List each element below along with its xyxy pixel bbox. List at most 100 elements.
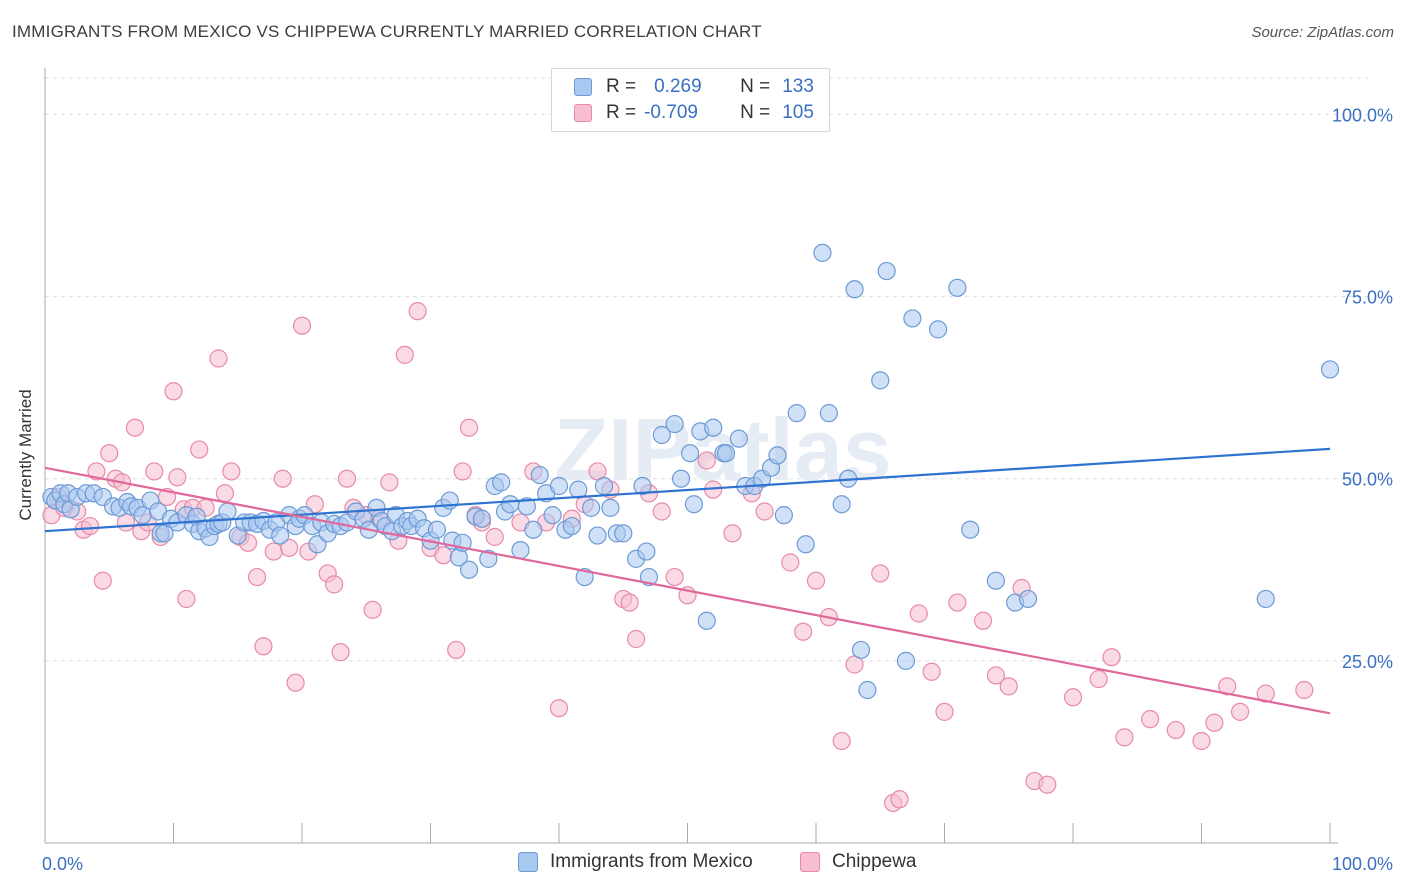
- chippewa-point: [999, 677, 1018, 696]
- chippewa-point: [222, 462, 241, 481]
- chippewa-point: [209, 349, 228, 368]
- mexico-point: [1018, 589, 1038, 609]
- mexico-point: [986, 571, 1006, 590]
- mexico-point: [271, 526, 290, 545]
- chippewa-point: [871, 564, 890, 583]
- chippewa-point: [665, 567, 684, 587]
- chippewa-point: [1205, 713, 1224, 732]
- legend-row-mexico: R = 0.269 N = 133: [574, 75, 814, 99]
- chippewa-point: [247, 567, 267, 587]
- mexico-point: [637, 542, 656, 561]
- mexico-point: [665, 414, 684, 434]
- chippewa-point: [145, 462, 164, 481]
- series-swatch-chippewa: [800, 852, 820, 872]
- series-legend-mexico: Immigrants from Mexico: [518, 851, 753, 873]
- mexico-point: [492, 473, 511, 492]
- chippewa-point: [1192, 731, 1211, 751]
- mexico-point: [851, 640, 871, 660]
- mexico-point: [511, 541, 530, 560]
- mexico-point: [671, 469, 691, 488]
- chippewa-point: [909, 604, 928, 623]
- chippewa-point: [549, 699, 569, 718]
- mexico-point: [845, 280, 864, 299]
- x-tick-label: 100.0%: [1332, 854, 1393, 874]
- chippewa-point: [273, 469, 292, 488]
- chippewa-point: [434, 546, 453, 565]
- chippewa-point: [408, 302, 427, 321]
- legend-n-label: N =: [740, 102, 771, 123]
- mexico-point: [569, 480, 588, 499]
- chippewa-point: [794, 622, 813, 641]
- chippewa-point: [697, 451, 716, 470]
- chippewa-point: [781, 553, 800, 572]
- trend-lines: [44, 447, 1331, 715]
- mexico-point: [768, 446, 787, 465]
- x-tick-label: 0.0%: [42, 854, 83, 874]
- chippewa-point: [1230, 702, 1250, 721]
- chippewa-point: [620, 593, 639, 612]
- chippewa-point: [395, 345, 414, 364]
- chippewa-point: [832, 731, 851, 751]
- tick-labels: 25.0% 50.0% 75.0% 100.0% 0.0% 100.0%: [42, 105, 1393, 874]
- chippewa-point: [331, 643, 350, 662]
- mexico-point: [543, 506, 562, 525]
- mexico-point: [729, 429, 749, 448]
- y-tick-label: 25.0%: [1342, 652, 1393, 672]
- chippewa-point: [806, 571, 826, 590]
- chippewa-point: [280, 538, 299, 558]
- mexico-point: [774, 506, 793, 525]
- chippewa-point: [168, 468, 187, 487]
- series-name-mexico: Immigrants from Mexico: [550, 851, 753, 872]
- chippewa-points: [42, 302, 1314, 813]
- legend-row-chippewa: R = -0.709 N = 105: [574, 101, 814, 125]
- stats-legend: R = 0.269 N = 133 R = -0.709 N = 105: [551, 68, 830, 132]
- mexico-point: [871, 371, 890, 390]
- mexico-point: [601, 498, 620, 517]
- mexico-point: [582, 498, 601, 517]
- y-tick-label: 75.0%: [1342, 288, 1393, 308]
- chippewa-point: [948, 593, 967, 612]
- mexico-point: [680, 444, 700, 463]
- chippewa-point: [337, 469, 357, 488]
- series-name-chippewa: Chippewa: [832, 851, 917, 872]
- mexico-point: [704, 418, 723, 437]
- mexico-point: [1256, 589, 1275, 609]
- legend-n-label: N =: [740, 76, 771, 97]
- chippewa-point: [1063, 688, 1083, 707]
- chippewa-point: [363, 600, 382, 619]
- mexico-point: [633, 476, 652, 496]
- chart-title: IMMIGRANTS FROM MEXICO VS CHIPPEWA CURRE…: [12, 22, 762, 41]
- mexico-point: [813, 243, 832, 262]
- mexico-point: [652, 425, 671, 445]
- mexico-point: [427, 520, 447, 539]
- chippewa-point: [80, 516, 100, 536]
- chippewa-point: [1218, 677, 1237, 696]
- y-tick-label: 50.0%: [1342, 470, 1393, 490]
- mexico-point: [517, 497, 536, 516]
- chippewa-point: [1115, 728, 1134, 747]
- mexico-point: [588, 526, 607, 545]
- chippewa-point: [1295, 680, 1314, 700]
- mexico-point: [796, 535, 815, 554]
- mexico-point: [716, 444, 736, 463]
- chippewa-point: [286, 673, 305, 692]
- chippewa-point: [485, 527, 504, 547]
- mexico-point: [697, 611, 716, 630]
- mexico-point: [928, 320, 948, 339]
- mexico-point: [877, 261, 896, 281]
- grid-lines: [45, 77, 1368, 662]
- chippewa-point: [447, 640, 466, 660]
- chippewa-point: [626, 629, 646, 649]
- chippewa-point: [325, 575, 344, 594]
- chippewa-point: [453, 462, 472, 481]
- mexico-point: [684, 495, 704, 514]
- chippewa-point: [755, 502, 774, 521]
- chippewa-point: [254, 637, 273, 656]
- chippewa-trend-line: [44, 466, 1331, 715]
- chippewa-point: [1089, 669, 1108, 689]
- mexico-point: [459, 560, 479, 579]
- mexico-point: [479, 549, 498, 568]
- chippewa-point: [380, 473, 399, 492]
- legend-r-label: R =: [606, 102, 637, 123]
